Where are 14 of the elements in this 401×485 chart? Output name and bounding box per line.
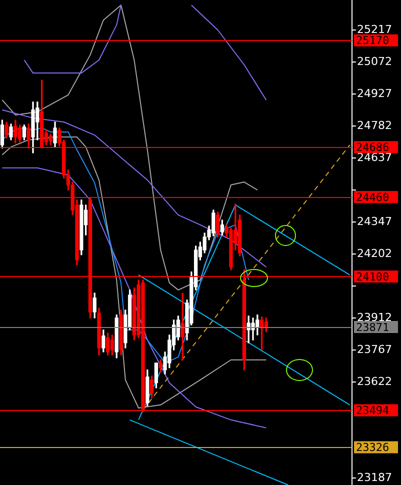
ref-line-label: 24100	[356, 270, 390, 284]
y-tick-label: 25072	[357, 54, 392, 68]
ref-line-label: 23326	[356, 441, 390, 454]
y-tick-label: 24202	[357, 246, 392, 260]
y-tick-label: 24927	[357, 86, 392, 100]
y-tick-label: 23187	[357, 470, 392, 484]
ref-line-label: 23494	[356, 404, 390, 418]
y-tick-label: 23767	[357, 342, 392, 356]
y-tick-label: 24347	[357, 214, 392, 228]
ref-line-label: 25170	[356, 34, 390, 48]
ref-line-label: 24460	[356, 190, 390, 204]
y-tick-label: 23622	[357, 374, 392, 388]
y-tick-label: 25217	[357, 22, 392, 36]
y-tick-label: 24782	[357, 118, 392, 132]
